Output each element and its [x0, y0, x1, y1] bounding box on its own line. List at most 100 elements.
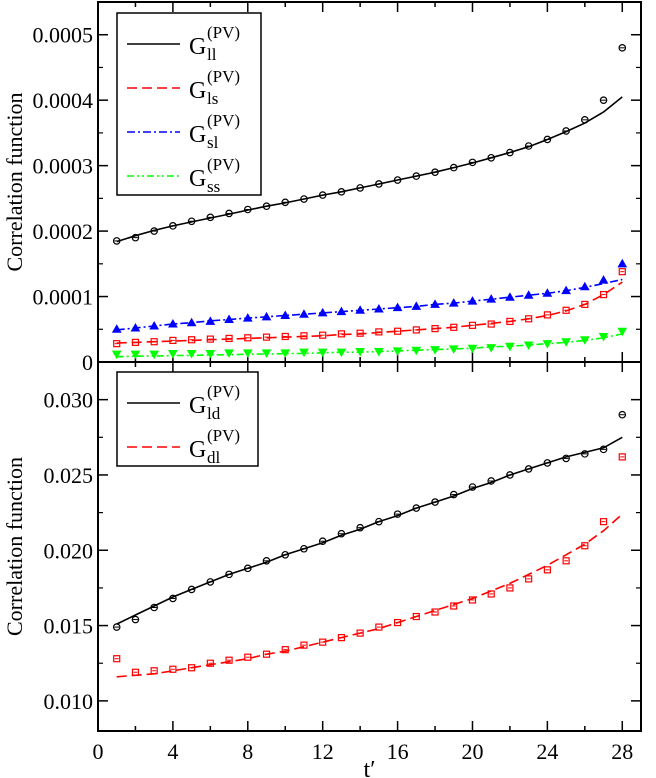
data-point-ls	[319, 331, 327, 339]
x-tick-label: 24	[536, 739, 558, 764]
data-point-ll	[487, 153, 496, 162]
legend-label-base: G	[189, 34, 206, 60]
data-point-sl	[467, 296, 478, 305]
data-point-dl	[431, 608, 439, 616]
data-point-dl	[206, 659, 214, 667]
x-tick-label: 20	[461, 739, 483, 764]
data-point-ll	[169, 222, 177, 230]
data-point-ls	[487, 320, 495, 328]
data-point-ls	[131, 338, 140, 346]
y-tick-label: 0.020	[44, 538, 94, 563]
legend-label-sup: (PV)	[207, 155, 240, 174]
data-point-sl	[374, 303, 384, 313]
data-point-ls	[412, 326, 420, 334]
data-point-ld	[206, 578, 215, 586]
data-point-dl	[543, 566, 551, 574]
data-point-sl	[111, 324, 122, 333]
data-point-dl	[244, 653, 252, 661]
data-point-dl	[599, 518, 608, 526]
legend-box	[116, 371, 259, 467]
data-point-ld	[356, 523, 364, 532]
legend-label-sup: (PV)	[207, 426, 240, 445]
data-point-ld	[468, 483, 477, 491]
data-point-ld	[393, 510, 402, 518]
data-point-dl	[356, 629, 364, 637]
data-point-ld	[618, 410, 627, 419]
data-point-sl	[523, 290, 534, 299]
data-point-ll	[393, 176, 402, 184]
data-point-dl	[487, 590, 495, 598]
data-point-sl	[224, 314, 234, 323]
data-point-ls	[431, 325, 439, 333]
data-point-ss	[448, 345, 459, 354]
data-point-ls	[618, 268, 626, 276]
data-point-ld	[187, 585, 196, 594]
data-point-sl	[299, 309, 309, 318]
data-point-ls	[543, 311, 551, 319]
data-point-sl	[542, 288, 553, 297]
data-point-sl	[411, 301, 422, 310]
data-point-dl	[262, 650, 271, 658]
data-point-dl	[375, 623, 383, 631]
data-point-ls	[225, 334, 233, 343]
data-point-ss	[505, 342, 515, 352]
data-point-dl	[525, 575, 533, 583]
data-point-sl	[598, 275, 609, 284]
data-point-ll	[431, 168, 439, 176]
data-point-ld	[300, 544, 308, 553]
data-point-ss	[617, 327, 628, 337]
fit-line-dl	[116, 513, 623, 678]
data-point-sl	[186, 317, 197, 327]
data-point-dl	[281, 646, 289, 654]
data-point-ld	[262, 557, 271, 565]
data-point-dl	[412, 612, 420, 621]
data-point-ld	[543, 459, 552, 467]
data-point-sl	[448, 298, 459, 307]
y-tick-label: 0.0001	[33, 285, 94, 310]
y-tick-label: 0.0003	[33, 154, 94, 179]
data-point-dl	[393, 618, 402, 627]
fit-line-sl	[116, 278, 623, 331]
x-tick-label: 8	[242, 739, 253, 764]
data-point-dl	[300, 641, 308, 649]
data-point-ss	[149, 350, 160, 360]
data-point-ss	[598, 332, 609, 342]
data-point-dl	[581, 542, 589, 550]
data-point-ld	[562, 454, 570, 463]
data-point-ls	[262, 333, 271, 341]
data-point-ll	[262, 202, 271, 211]
data-point-ld	[112, 623, 121, 631]
legend-label-base: G	[189, 166, 206, 192]
y-tick-label: 0.0004	[33, 88, 94, 113]
data-point-dl	[337, 634, 346, 642]
data-point-sl	[579, 281, 590, 291]
data-point-ld	[599, 445, 608, 454]
data-point-ss	[467, 344, 478, 354]
y-axis-label: Correlation function	[2, 92, 27, 271]
legend-label-ls: G	[189, 78, 206, 104]
data-point-ll	[524, 142, 533, 150]
data-point-ld	[150, 603, 158, 612]
data-point-ls	[169, 336, 177, 344]
y-tick-label: 0.025	[44, 463, 94, 488]
data-point-sl	[205, 316, 216, 325]
x-axis-label: t′	[364, 757, 376, 778]
data-point-ls	[468, 321, 477, 329]
data-point-ll	[150, 227, 158, 235]
data-point-ls	[562, 306, 570, 314]
data-point-ld	[243, 564, 252, 573]
data-point-ll	[375, 180, 383, 188]
legend-label-base: G	[189, 78, 206, 104]
data-point-ld	[524, 465, 533, 473]
data-point-ls	[281, 332, 289, 341]
legend-label-ll: G	[189, 34, 206, 60]
data-point-ss	[186, 349, 197, 359]
data-point-ls	[188, 336, 196, 344]
data-point-sl	[261, 311, 272, 321]
data-point-ss	[561, 338, 571, 347]
legend-label-sub: sl	[207, 133, 219, 152]
data-point-ll	[112, 237, 121, 245]
data-point-ld	[225, 570, 233, 579]
data-point-ll	[206, 213, 215, 222]
